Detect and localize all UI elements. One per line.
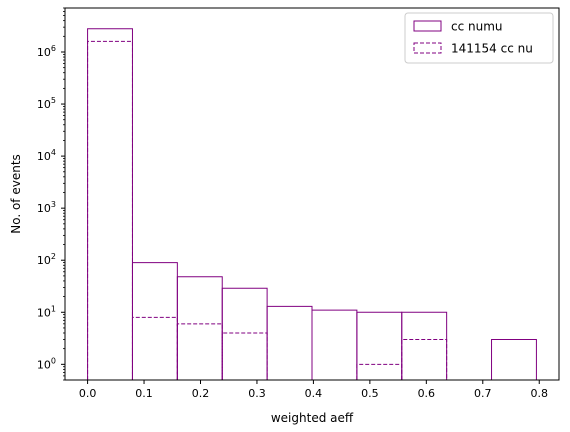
x-tick-label: 0.6 bbox=[418, 387, 436, 400]
legend-label-141154-cc-nu: 141154 cc nu bbox=[451, 42, 533, 56]
x-tick-label: 0.3 bbox=[248, 387, 266, 400]
x-tick-label: 0.0 bbox=[79, 387, 97, 400]
bar-141154-cc-nu-7 bbox=[401, 338, 448, 380]
y-axis-label: No. of events bbox=[9, 154, 23, 234]
legend: cc numu 141154 cc nu bbox=[404, 12, 554, 64]
legend-swatch-cc-numu bbox=[413, 20, 442, 32]
legend-swatch-141154-cc-nu bbox=[413, 42, 442, 54]
histogram-bars bbox=[87, 28, 537, 380]
y-axis-ticks: 100 101 102 103 104 105 106 bbox=[37, 7, 65, 381]
x-tick-label: 0.2 bbox=[192, 387, 210, 400]
x-tick-label: 0.8 bbox=[530, 387, 548, 400]
y-tick-label: 105 bbox=[37, 96, 56, 111]
y-tick-label: 100 bbox=[37, 356, 56, 371]
x-tick-label: 0.4 bbox=[305, 387, 323, 400]
legend-label-cc-numu: cc numu bbox=[451, 20, 503, 34]
bar-141154-cc-nu-0 bbox=[87, 40, 133, 380]
x-axis-ticks: 0.0 0.1 0.2 0.3 0.4 0.5 0.6 0.7 0.8 bbox=[79, 380, 548, 400]
x-tick-label: 0.7 bbox=[474, 387, 492, 400]
y-tick-label: 106 bbox=[37, 44, 56, 59]
y-tick-label: 103 bbox=[37, 200, 56, 215]
y-tick-label: 102 bbox=[37, 252, 56, 267]
bar-141154-cc-nu-2 bbox=[176, 323, 223, 380]
y-tick-label: 101 bbox=[37, 304, 56, 319]
bar-141154-cc-nu-3 bbox=[221, 332, 268, 380]
x-axis-label: weighted aeff bbox=[271, 411, 354, 425]
bar-cc-numu-9 bbox=[491, 338, 537, 380]
y-tick-label: 104 bbox=[37, 148, 56, 163]
legend-box bbox=[404, 12, 554, 64]
x-tick-label: 0.1 bbox=[135, 387, 153, 400]
plot-frame bbox=[64, 7, 560, 381]
x-tick-label: 0.5 bbox=[361, 387, 379, 400]
